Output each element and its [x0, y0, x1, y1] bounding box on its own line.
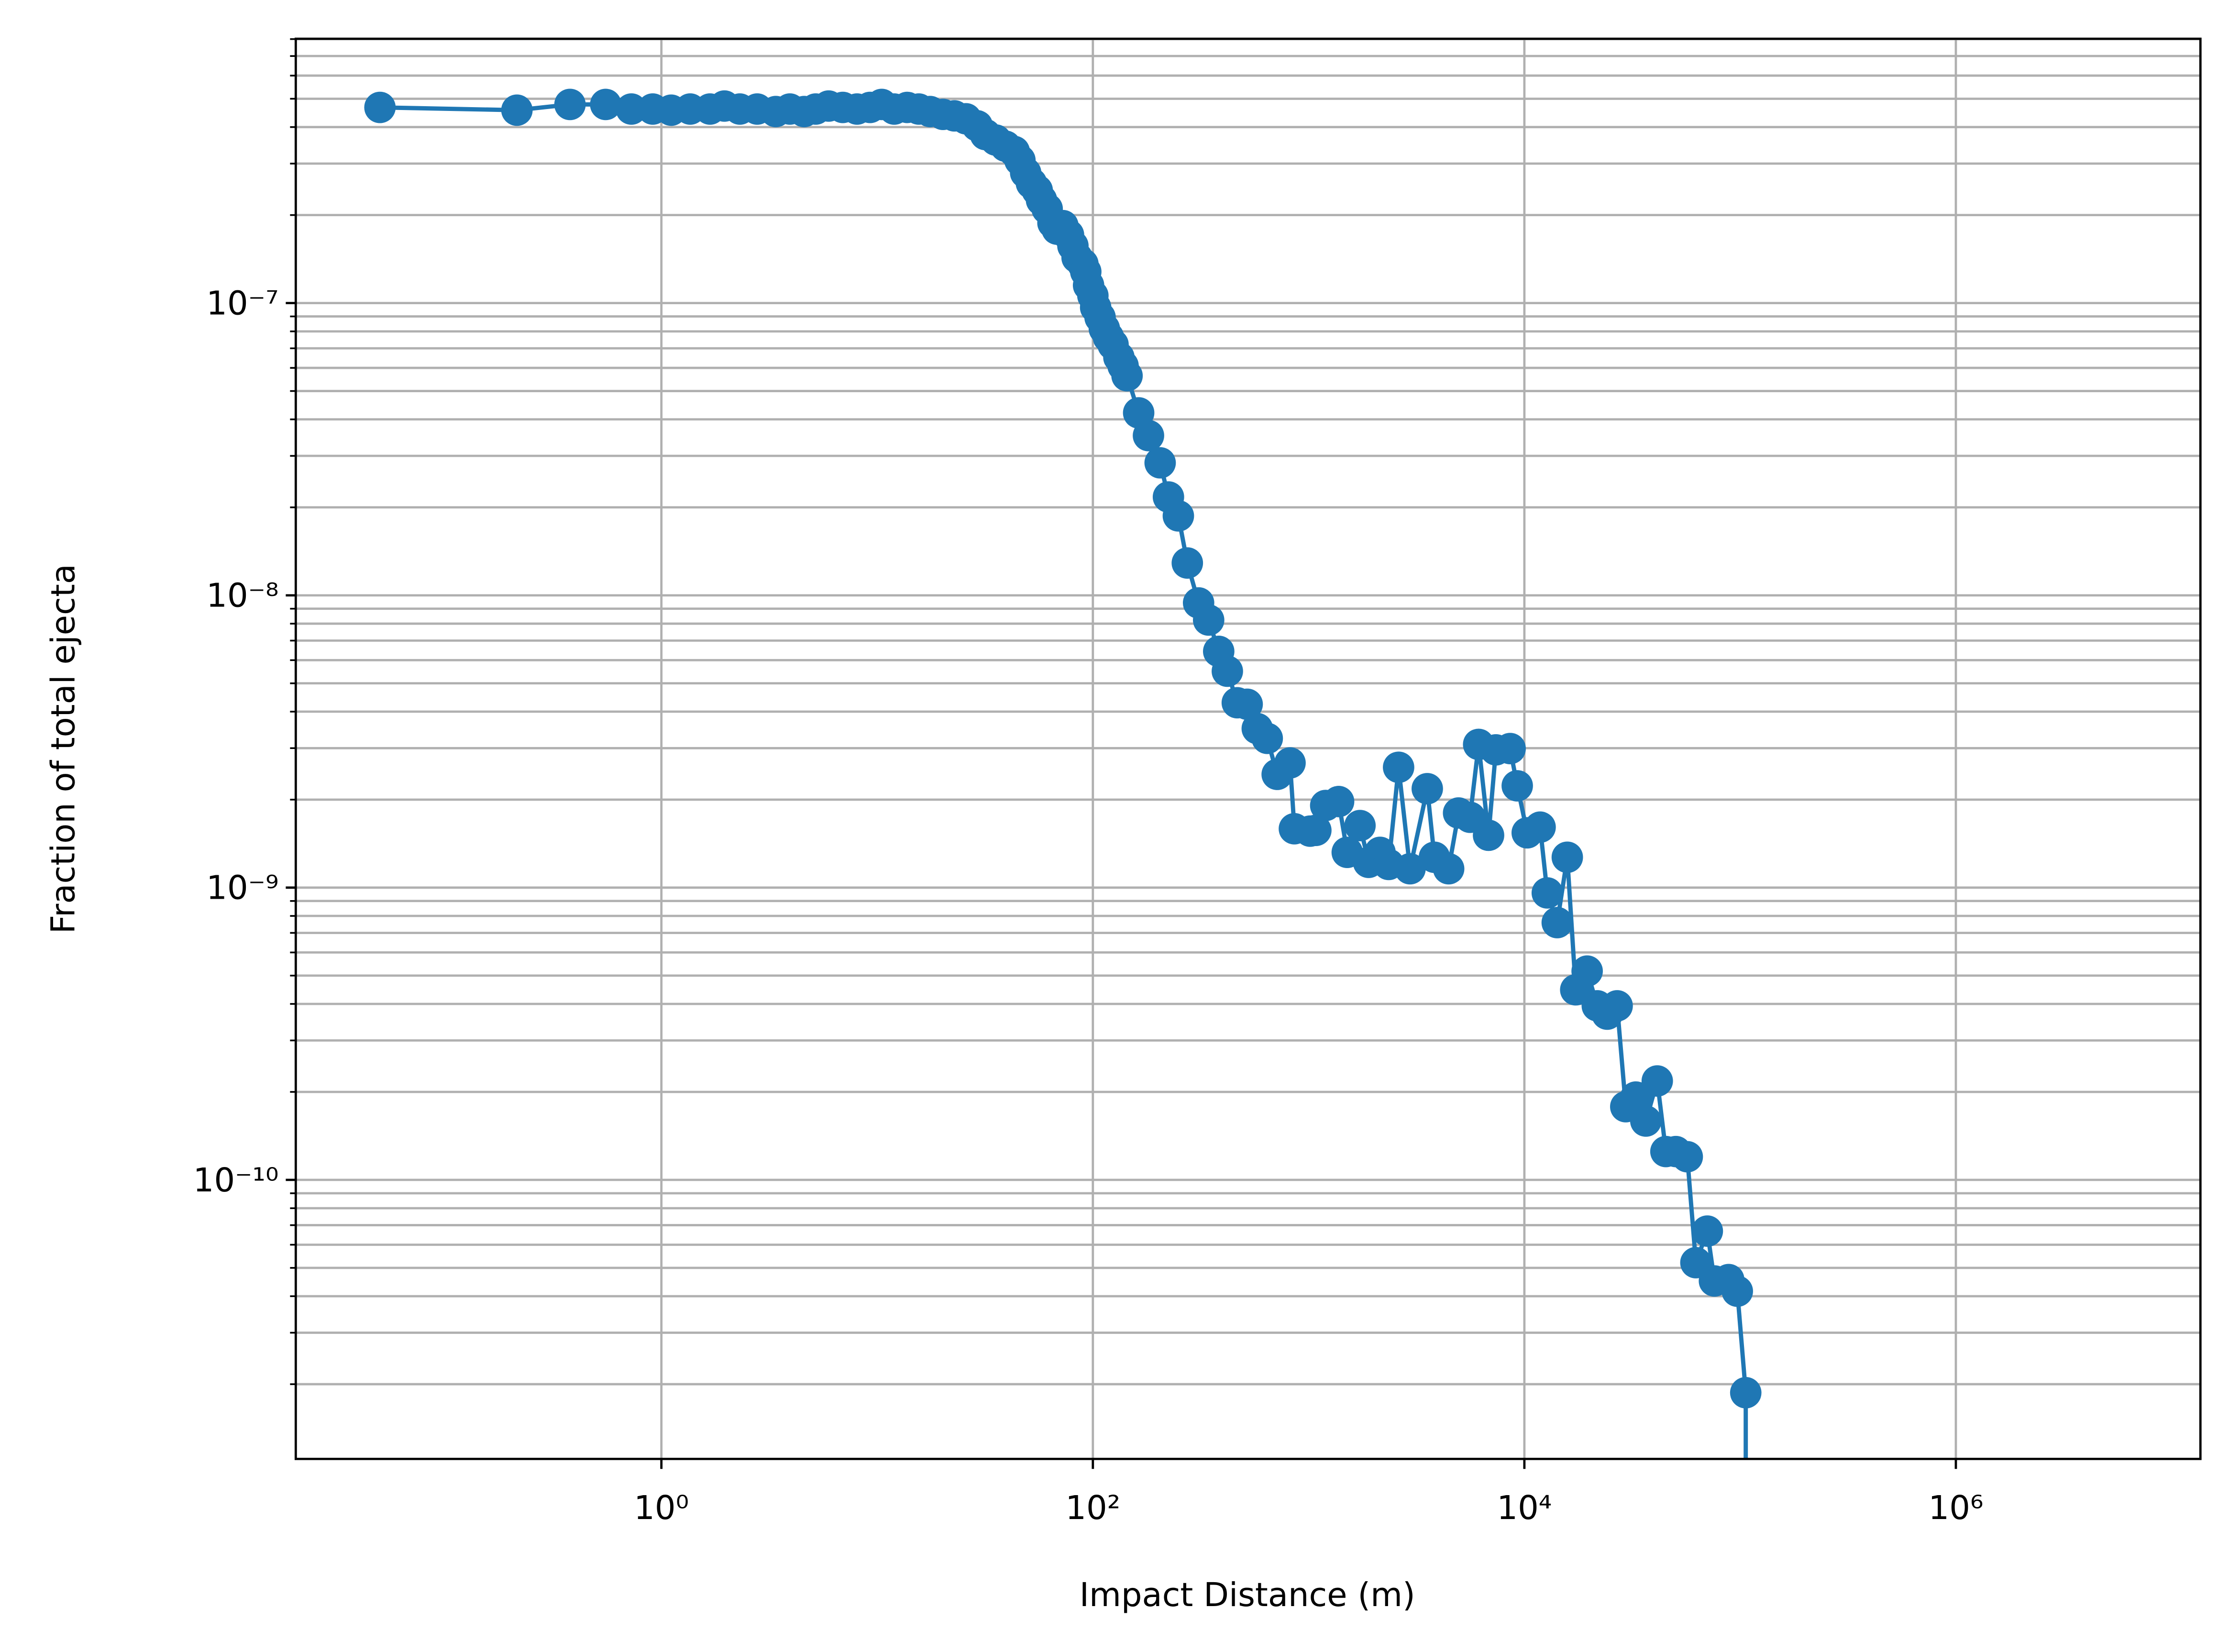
data-point — [1212, 655, 1243, 687]
data-point — [1383, 751, 1414, 783]
x-tick-label: 10⁶ — [1929, 1489, 1984, 1527]
data-point — [1111, 360, 1143, 392]
data-point — [501, 94, 533, 126]
data-point — [1274, 747, 1306, 779]
data-point — [1501, 770, 1533, 802]
data-point — [1551, 841, 1583, 873]
data-point — [1133, 419, 1164, 452]
y-tick-label: 10⁻⁸ — [206, 577, 278, 615]
data-point — [1251, 722, 1283, 754]
data-point — [1144, 447, 1176, 479]
y-tick-label: 10⁻⁹ — [206, 869, 278, 907]
data-point — [1531, 877, 1563, 909]
data-point — [1721, 1275, 1753, 1307]
data-point — [1524, 811, 1556, 843]
data-point — [1394, 853, 1426, 885]
data-point — [1412, 773, 1443, 804]
data-point — [1641, 1065, 1673, 1097]
data-point — [1344, 810, 1376, 842]
data-point — [1571, 955, 1603, 987]
data-point — [1494, 733, 1526, 764]
x-tick-label: 10⁴ — [1497, 1489, 1552, 1527]
y-axis-label: Fraction of total ejecta — [44, 564, 82, 934]
data-point — [1433, 853, 1465, 885]
ticks: 10⁻¹⁰ 10⁻⁹ 10⁻⁸ 10⁻⁷ 10⁰ 10² 10⁴ 10⁶ — [193, 38, 1984, 1527]
x-tick-label: 10⁰ — [634, 1489, 689, 1527]
data-point — [1730, 1377, 1762, 1409]
y-tick-label: 10⁻⁷ — [206, 285, 278, 323]
data-point — [364, 91, 396, 123]
data-point — [1323, 786, 1355, 817]
data-point — [1300, 815, 1332, 846]
series — [364, 88, 1762, 1459]
x-tick-label: 10² — [1065, 1489, 1120, 1527]
data-point — [590, 88, 622, 121]
x-axis-label: Impact Distance (m) — [1080, 1576, 1415, 1614]
data-point — [1171, 547, 1203, 579]
data-point — [1601, 990, 1633, 1022]
data-point — [1162, 500, 1194, 532]
data-point — [1473, 819, 1504, 851]
y-tick-label: 10⁻¹⁰ — [193, 1161, 279, 1200]
data-point — [1630, 1105, 1662, 1137]
data-point — [1192, 604, 1225, 636]
data-point — [1231, 688, 1263, 720]
data-point — [1541, 907, 1573, 938]
data-point — [1691, 1215, 1723, 1247]
data-point — [554, 88, 586, 121]
data-point — [1671, 1141, 1703, 1173]
data-point — [1620, 1081, 1652, 1113]
